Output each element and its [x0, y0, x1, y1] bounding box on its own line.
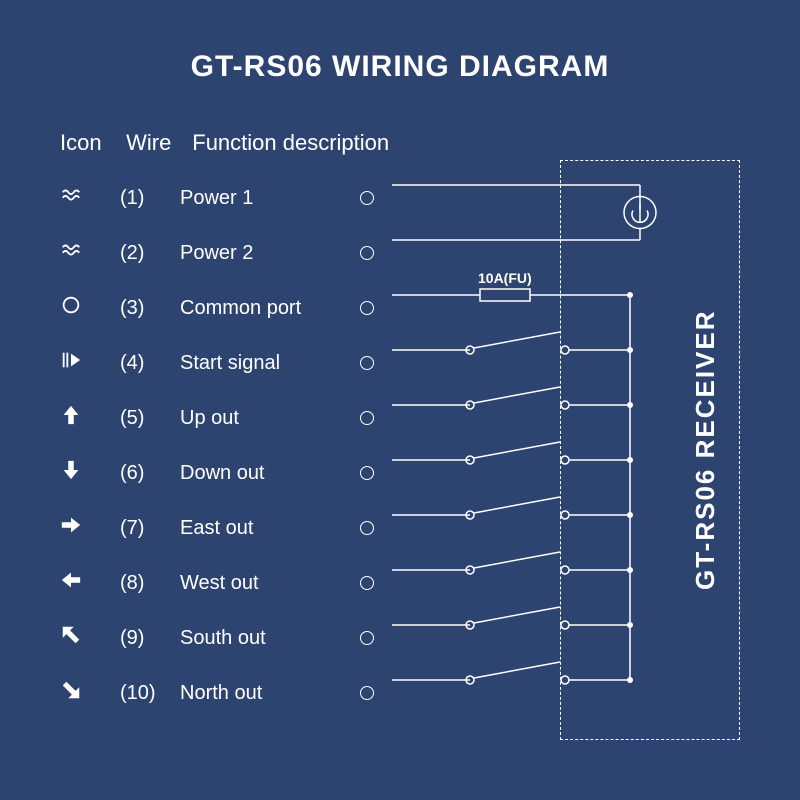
- header-func: Function description: [192, 130, 452, 156]
- header-wire: Wire: [126, 130, 186, 156]
- wire-number: (1): [120, 187, 180, 210]
- wire-number: (9): [120, 627, 180, 650]
- terminal-icon: [360, 411, 374, 425]
- terminal-icon: [360, 301, 374, 315]
- wire-row: (8)West out: [60, 558, 374, 608]
- terminal-icon: [360, 576, 374, 590]
- terminal-icon: [360, 246, 374, 260]
- wire-row: (6)Down out: [60, 448, 374, 498]
- wire-row: (3)Common port: [60, 283, 374, 333]
- function-label: Up out: [180, 407, 360, 430]
- terminal-icon: [360, 686, 374, 700]
- wire-number: (10): [120, 682, 180, 705]
- function-label: South out: [180, 627, 360, 650]
- receiver-label: GT-RS06 RECEIVER: [690, 180, 730, 720]
- wire-row: (5)Up out: [60, 393, 374, 443]
- wire-number: (5): [120, 407, 180, 430]
- wire-row: (9)South out: [60, 613, 374, 663]
- function-label: North out: [180, 682, 360, 705]
- function-label: West out: [180, 572, 360, 595]
- down-icon: [60, 459, 120, 487]
- ac-icon: [60, 239, 120, 267]
- function-label: Common port: [180, 297, 360, 320]
- function-label: Power 1: [180, 187, 360, 210]
- terminal-icon: [360, 466, 374, 480]
- wire-number: (3): [120, 297, 180, 320]
- ac-icon: [60, 184, 120, 212]
- terminal-icon: [360, 521, 374, 535]
- wire-number: (4): [120, 352, 180, 375]
- left-icon: [60, 569, 120, 597]
- function-label: East out: [180, 517, 360, 540]
- function-label: Power 2: [180, 242, 360, 265]
- terminal-icon: [360, 631, 374, 645]
- function-label: Start signal: [180, 352, 360, 375]
- function-label: Down out: [180, 462, 360, 485]
- wire-number: (7): [120, 517, 180, 540]
- wire-number: (6): [120, 462, 180, 485]
- terminal-icon: [360, 191, 374, 205]
- up-icon: [60, 404, 120, 432]
- circle-icon: [60, 294, 120, 322]
- wire-row: (7)East out: [60, 503, 374, 553]
- wire-row: (4)Start signal: [60, 338, 374, 388]
- right-icon: [60, 514, 120, 542]
- wire-number: (2): [120, 242, 180, 265]
- up-left-icon: [60, 624, 120, 652]
- play-icon: [60, 349, 120, 377]
- wire-row: (1)Power 1: [60, 173, 374, 223]
- terminal-icon: [360, 356, 374, 370]
- wire-number: (8): [120, 572, 180, 595]
- diagram-title: GT-RS06 WIRING DIAGRAM: [0, 50, 800, 84]
- column-headers: Icon Wire Function description: [60, 130, 452, 156]
- down-right-icon: [60, 679, 120, 707]
- wire-row: (2)Power 2: [60, 228, 374, 278]
- header-icon: Icon: [60, 130, 120, 156]
- wire-row: (10)North out: [60, 668, 374, 718]
- svg-text:10A(FU): 10A(FU): [478, 270, 532, 286]
